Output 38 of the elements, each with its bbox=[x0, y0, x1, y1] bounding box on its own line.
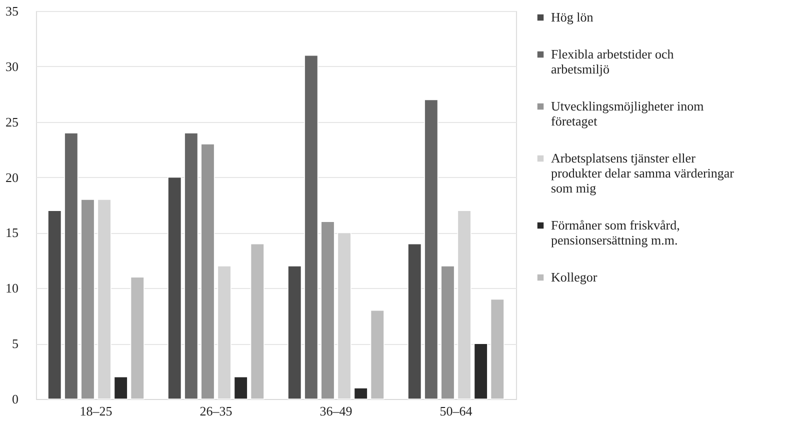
bar bbox=[408, 243, 422, 400]
legend-label: Förmåner som friskvård, pensionsersättning m.m. bbox=[551, 218, 680, 248]
legend-label: Arbetsplatsens tjänster eller produkter delar samma värderingar som mig bbox=[551, 150, 735, 196]
bar bbox=[304, 54, 318, 400]
legend-label: Flexibla arbetstider och arbetsmiljö bbox=[551, 46, 674, 76]
bar bbox=[168, 176, 182, 400]
x-tick-label: 18–25 bbox=[80, 404, 112, 418]
bar bbox=[234, 376, 248, 400]
bar bbox=[130, 276, 144, 400]
bar bbox=[490, 298, 504, 400]
y-tick-label: 5 bbox=[12, 336, 18, 352]
bar bbox=[184, 132, 198, 400]
legend-label: Kollegor bbox=[551, 270, 598, 284]
x-tick-label: 50–64 bbox=[440, 404, 473, 418]
bar bbox=[370, 310, 384, 400]
y-tick-label: 20 bbox=[6, 170, 18, 185]
bar bbox=[474, 343, 488, 400]
y-tick-label: 25 bbox=[6, 114, 18, 130]
bar bbox=[200, 144, 215, 400]
y-tick-label: 0 bbox=[12, 392, 18, 406]
bar bbox=[440, 266, 455, 400]
bar bbox=[354, 388, 368, 400]
bar bbox=[80, 199, 95, 400]
bar bbox=[250, 243, 264, 400]
bar bbox=[48, 210, 62, 400]
legend-label: Hög lön bbox=[551, 10, 594, 24]
x-tick-label: 36–49 bbox=[320, 404, 352, 418]
y-tick-label: 35 bbox=[6, 4, 18, 18]
bar bbox=[424, 99, 438, 400]
y-tick-label: 15 bbox=[6, 225, 18, 240]
bar bbox=[288, 266, 302, 400]
y-tick-label: 30 bbox=[6, 58, 18, 74]
bar bbox=[320, 221, 335, 400]
bar bbox=[64, 132, 78, 400]
bar bbox=[114, 376, 128, 400]
legend-label: Utvecklingsmöjligheter inom företaget bbox=[551, 98, 704, 128]
x-tick-label: 26–35 bbox=[200, 404, 232, 418]
y-tick-label: 10 bbox=[6, 280, 18, 296]
